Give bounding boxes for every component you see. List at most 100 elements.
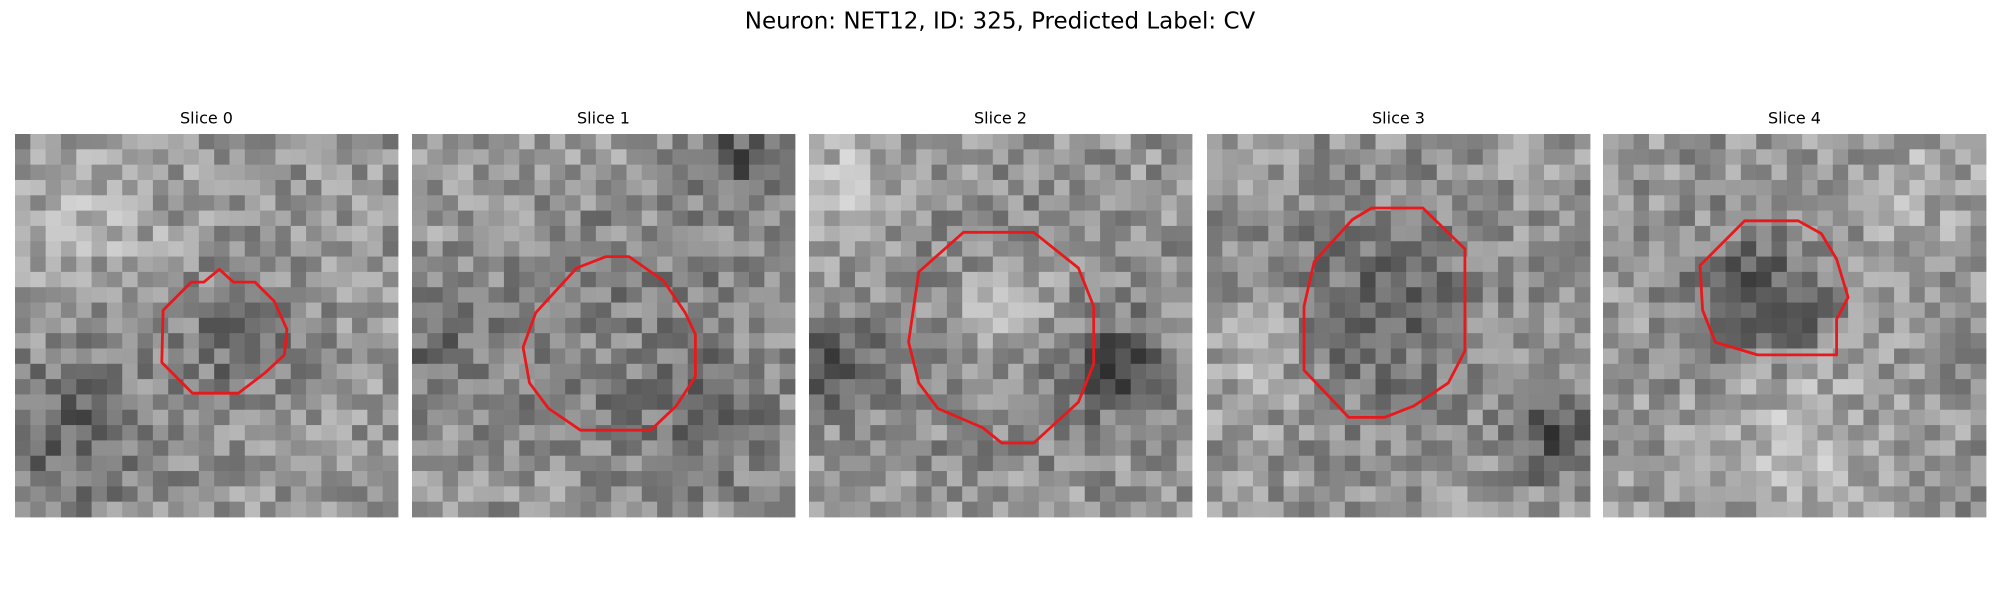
pixel: [900, 225, 917, 242]
pixel: [1756, 302, 1772, 319]
pixel: [412, 271, 428, 288]
pixel: [1115, 134, 1132, 150]
contour: [1302, 206, 1467, 419]
pixel: [900, 256, 917, 273]
pixel: [1421, 317, 1438, 334]
pixel: [1786, 501, 1803, 518]
pixel: [1664, 394, 1680, 411]
pixel: [91, 348, 108, 365]
pixel: [473, 317, 489, 334]
pixel: [1513, 363, 1530, 380]
pixel: [15, 348, 31, 365]
pixel: [1298, 379, 1315, 395]
pixel: [1100, 210, 1116, 227]
pixel: [1970, 425, 1987, 441]
pixel: [733, 179, 750, 196]
pixel: [1146, 302, 1162, 319]
pixel: [565, 440, 581, 457]
pixel: [733, 455, 750, 472]
pixel: [260, 348, 276, 365]
pixel: [473, 256, 489, 273]
pixel: [1314, 348, 1330, 365]
pixel: [1740, 164, 1757, 181]
pixel: [1176, 271, 1193, 288]
pixel: [1421, 333, 1438, 349]
pixel: [1802, 333, 1818, 349]
pixel: [1802, 195, 1818, 211]
pixel: [534, 440, 551, 457]
pixel: [1467, 241, 1484, 257]
pixel: [30, 348, 47, 365]
pixel: [565, 287, 581, 303]
pixel: [549, 302, 566, 319]
pixel: [30, 210, 47, 227]
pixel: [1314, 394, 1330, 411]
pixel: [45, 195, 62, 211]
pixel: [336, 440, 353, 457]
pixel: [764, 455, 781, 472]
pixel: [412, 471, 428, 487]
pixel: [1603, 455, 1619, 472]
pixel: [106, 425, 123, 441]
pixel: [260, 241, 276, 257]
pixel: [549, 348, 566, 365]
pixel: [60, 164, 77, 181]
pixel: [1237, 425, 1254, 441]
pixel: [1603, 195, 1619, 211]
pixel: [946, 164, 963, 181]
pixel: [1544, 440, 1560, 457]
pixel: [1237, 455, 1254, 472]
pixel: [718, 256, 735, 273]
pixel: [1970, 471, 1987, 487]
pixel: [1360, 302, 1376, 319]
pixel: [30, 425, 47, 441]
pixel: [336, 149, 353, 166]
pixel: [1436, 409, 1453, 426]
pixel: [1878, 256, 1895, 273]
pixel: [60, 149, 77, 166]
pixel: [1894, 471, 1910, 487]
pixel: [1725, 501, 1742, 518]
pixel: [382, 333, 399, 349]
pixel: [1498, 256, 1514, 273]
pixel: [1786, 287, 1803, 303]
pixel: [275, 149, 292, 166]
pixel: [1848, 471, 1864, 487]
pixel: [749, 440, 765, 457]
pixel: [1878, 225, 1895, 242]
pixel: [1161, 287, 1178, 303]
pixel: [1008, 317, 1024, 334]
pixel: [1786, 225, 1803, 242]
pixel: [1146, 455, 1162, 472]
pixel: [1909, 455, 1926, 472]
pixel: [122, 363, 138, 380]
pixel: [1498, 363, 1514, 380]
pixel: [1894, 195, 1910, 211]
pixel: [1710, 486, 1726, 503]
pixel: [870, 333, 886, 349]
pixel: [1574, 164, 1591, 181]
pixel: [1603, 333, 1619, 349]
pixel: [321, 394, 338, 411]
pixel: [1694, 164, 1711, 181]
pixel: [1894, 164, 1910, 181]
pixel: [718, 379, 735, 395]
pixel: [749, 271, 765, 288]
pixel: [1802, 348, 1818, 365]
pixel: [824, 394, 841, 411]
pixel: [1664, 348, 1680, 365]
pixel: [473, 409, 489, 426]
pixel: [672, 440, 689, 457]
pixel: [1513, 486, 1530, 503]
pixel: [900, 501, 917, 518]
pixel: [229, 409, 246, 426]
pixel: [611, 179, 627, 196]
pixel: [549, 164, 566, 181]
pixel: [626, 333, 643, 349]
pixel: [352, 471, 368, 487]
pixel: [1786, 149, 1803, 166]
pixel: [1802, 379, 1818, 395]
pixel: [76, 501, 92, 518]
pixel: [839, 179, 856, 196]
pixel: [733, 363, 750, 380]
